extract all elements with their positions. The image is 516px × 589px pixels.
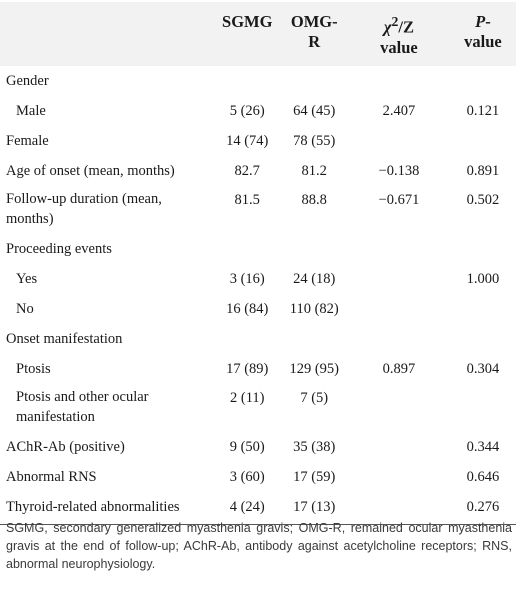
cell-p bbox=[450, 126, 516, 156]
comparison-table: SGMG OMG- R χ2/Z value P-value Gender Male… bbox=[0, 2, 516, 525]
cell-p bbox=[450, 234, 516, 264]
row-label: Abnormal RNS bbox=[6, 468, 97, 485]
cell-p bbox=[450, 384, 516, 432]
table-row: Age of onset (mean, months) 82.7 81.2 −0… bbox=[0, 156, 516, 186]
table-row: No 16 (84) 110 (82) bbox=[0, 294, 516, 324]
cell-stat: 0.897 bbox=[382, 360, 416, 377]
header-variable bbox=[0, 2, 215, 66]
cell-stat bbox=[348, 384, 450, 432]
cell-stat bbox=[348, 66, 450, 96]
cell-stat bbox=[348, 432, 450, 462]
cell-p: 0.891 bbox=[466, 162, 500, 179]
cell-omgr: 78 (55) bbox=[293, 132, 336, 149]
cell-sgmg bbox=[214, 66, 280, 96]
cell-sgmg: 3 (16) bbox=[229, 270, 265, 287]
header-p-value: P-value bbox=[449, 2, 516, 66]
cell-omgr bbox=[280, 234, 348, 264]
cell-omgr: 129 (95) bbox=[289, 360, 340, 377]
row-label: Onset manifestation bbox=[6, 330, 123, 347]
cell-stat bbox=[348, 324, 450, 354]
row-label: No bbox=[16, 300, 34, 317]
cell-sgmg: 81.5 bbox=[234, 191, 260, 208]
cell-sgmg: 5 (26) bbox=[229, 102, 265, 119]
cell-sgmg: 9 (50) bbox=[229, 438, 265, 455]
cell-p: 0.304 bbox=[466, 360, 500, 377]
table-row: AChR-Ab (positive) 9 (50) 35 (38) 0.344 bbox=[0, 432, 516, 462]
table-row: Abnormal RNS 3 (60) 17 (59) 0.646 bbox=[0, 462, 516, 492]
cell-sgmg: 3 (60) bbox=[229, 468, 265, 485]
cell-p bbox=[450, 324, 516, 354]
cell-omgr bbox=[280, 324, 348, 354]
cell-omgr: 81.2 bbox=[301, 162, 327, 179]
row-label: Ptosis bbox=[16, 360, 51, 377]
cell-stat: −0.671 bbox=[378, 191, 420, 208]
cell-p bbox=[450, 294, 516, 324]
cell-stat bbox=[348, 491, 450, 525]
cell-p: 0.276 bbox=[449, 491, 516, 525]
header-omgr: OMG- R bbox=[280, 2, 349, 66]
table-row: Onset manifestation bbox=[0, 324, 516, 354]
cell-sgmg: 17 (89) bbox=[226, 360, 269, 377]
table-row: Male 5 (26) 64 (45) 2.407 0.121 bbox=[0, 96, 516, 126]
row-label: Thyroid-related abnormalities bbox=[0, 491, 215, 525]
cell-sgmg: 4 (24) bbox=[214, 491, 281, 525]
cell-p: 0.121 bbox=[466, 102, 500, 119]
row-label: Male bbox=[16, 102, 46, 119]
cell-sgmg: 2 (11) bbox=[229, 389, 265, 406]
cell-stat bbox=[348, 234, 450, 264]
cell-stat: −0.138 bbox=[378, 162, 420, 179]
cell-p: 0.646 bbox=[466, 468, 500, 485]
cell-stat: 2.407 bbox=[382, 102, 416, 119]
cell-stat bbox=[348, 294, 450, 324]
row-label: Yes bbox=[16, 270, 38, 287]
cell-omgr: 64 (45) bbox=[293, 102, 336, 119]
row-label: Ptosis and other ocular manifestation bbox=[16, 388, 149, 425]
cell-omgr: 35 (38) bbox=[293, 438, 336, 455]
cell-sgmg bbox=[214, 324, 280, 354]
cell-p bbox=[450, 66, 516, 96]
cell-p: 0.344 bbox=[466, 438, 500, 455]
header-sgmg: SGMG bbox=[214, 2, 281, 66]
table-row: Gender bbox=[0, 66, 516, 96]
cell-sgmg bbox=[214, 234, 280, 264]
cell-omgr: 88.8 bbox=[301, 191, 327, 208]
row-label: Age of onset (mean, months) bbox=[6, 162, 175, 179]
cell-sgmg: 16 (84) bbox=[226, 300, 269, 317]
row-label: Proceeding events bbox=[6, 240, 112, 257]
table-footnote: SGMG, secondary generalized myasthenia g… bbox=[6, 521, 512, 571]
cell-omgr: 110 (82) bbox=[289, 300, 339, 317]
cell-stat bbox=[348, 126, 450, 156]
table-row: Yes 3 (16) 24 (18) 1.000 bbox=[0, 264, 516, 294]
row-label: AChR-Ab (positive) bbox=[6, 438, 125, 455]
cell-stat bbox=[348, 264, 450, 294]
cell-sgmg: 82.7 bbox=[234, 162, 260, 179]
table-row: Ptosis and other ocular manifestation 2 (… bbox=[0, 384, 516, 432]
row-label: Female bbox=[6, 132, 49, 149]
cell-omgr bbox=[280, 66, 348, 96]
cell-omgr: 7 (5) bbox=[300, 389, 329, 406]
cell-p: 1.000 bbox=[466, 270, 500, 287]
cell-omgr: 24 (18) bbox=[293, 270, 336, 287]
header-statistic: χ2/Z value bbox=[348, 2, 450, 66]
table-row: Follow-up duration (mean, months) 81.5 88… bbox=[0, 186, 516, 234]
table-row: Female 14 (74) 78 (55) bbox=[0, 126, 516, 156]
table-row: Thyroid-related abnormalities 4 (24) 17 … bbox=[0, 491, 516, 525]
cell-omgr: 17 (13) bbox=[280, 491, 349, 525]
cell-p: 0.502 bbox=[466, 191, 500, 208]
cell-omgr: 17 (59) bbox=[293, 468, 336, 485]
row-label: Follow-up duration (mean, months) bbox=[6, 190, 162, 227]
cell-sgmg: 14 (74) bbox=[226, 132, 269, 149]
table-row: Proceeding events bbox=[0, 234, 516, 264]
table-header-row: SGMG OMG- R χ2/Z value P-value bbox=[0, 2, 516, 66]
table-row: Ptosis 17 (89) 129 (95) 0.897 0.304 bbox=[0, 354, 516, 384]
cell-stat bbox=[348, 462, 450, 492]
row-label: Gender bbox=[6, 72, 49, 89]
